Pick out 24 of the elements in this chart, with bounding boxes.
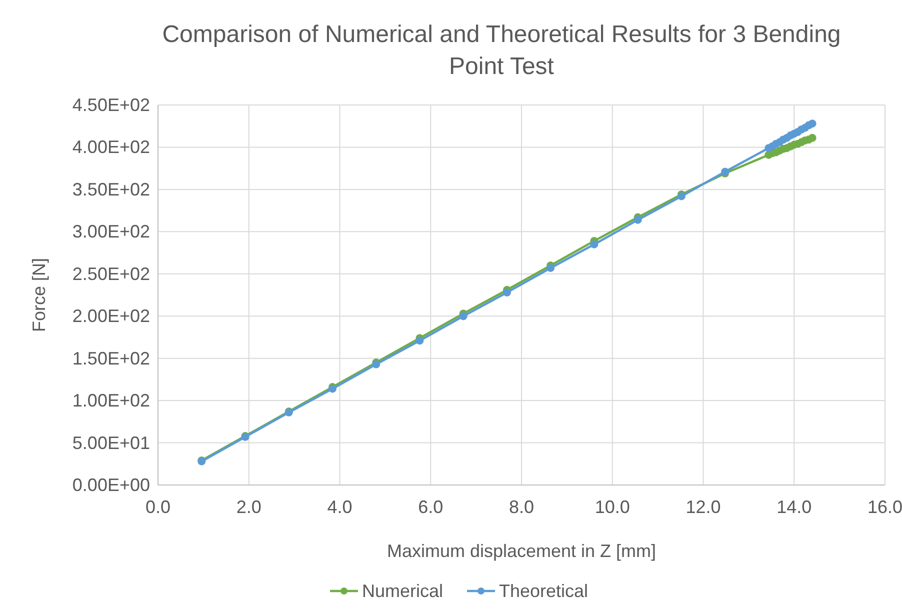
legend-label: Theoretical bbox=[499, 581, 588, 601]
y-tick-label: 4.50E+02 bbox=[72, 95, 150, 115]
x-tick-label: 0.0 bbox=[145, 497, 171, 517]
y-tick-label: 3.50E+02 bbox=[72, 179, 150, 200]
y-tick-label: 4.00E+02 bbox=[72, 137, 150, 158]
x-tick-label: 16.0 bbox=[867, 497, 902, 517]
legend-label: Numerical bbox=[362, 581, 444, 601]
y-axis-title: Force [N] bbox=[29, 258, 49, 332]
x-tick-label: 14.0 bbox=[776, 497, 812, 517]
x-axis-title: Maximum displacement in Z [mm] bbox=[386, 541, 656, 561]
x-tick-label: 2.0 bbox=[236, 497, 262, 517]
y-tick-label: 2.50E+02 bbox=[72, 264, 150, 284]
y-tick-label: 0.00E+00 bbox=[72, 475, 150, 495]
y-tick-label: 3.00E+02 bbox=[72, 222, 150, 242]
x-tick-label: 10.0 bbox=[594, 497, 630, 517]
x-tick-label: 4.0 bbox=[327, 497, 352, 517]
x-tick-label: 6.0 bbox=[418, 497, 444, 517]
y-tick-label: 1.50E+02 bbox=[72, 348, 150, 368]
x-tick-label: 12.0 bbox=[686, 497, 721, 517]
y-tick-label: 1.00E+02 bbox=[72, 390, 150, 411]
y-tick-label: 5.00E+01 bbox=[72, 432, 150, 453]
x-tick-label: 8.0 bbox=[508, 497, 534, 517]
chart-title: Comparison of Numerical and Theoretical Results for 3 Bending Point Test bbox=[162, 21, 841, 80]
y-tick-label: 2.00E+02 bbox=[72, 306, 150, 326]
